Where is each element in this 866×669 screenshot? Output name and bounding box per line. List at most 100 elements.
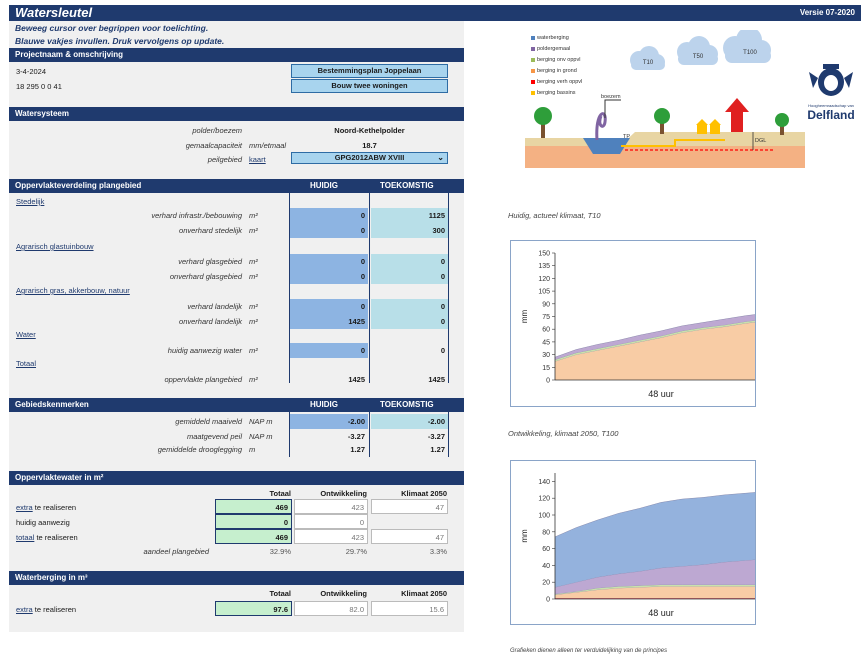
- cloud-label-t10: T10: [642, 60, 654, 66]
- column-divider: [369, 193, 370, 383]
- share-klimaat: 3.3%: [429, 547, 447, 556]
- water-system-diagram: waterberging poldergemaal berging onv op…: [525, 30, 805, 175]
- arrow-up-icon: [725, 98, 749, 132]
- toekomstig-input[interactable]: 300: [371, 223, 448, 238]
- huidig-value: -3.27: [347, 432, 365, 441]
- y-tick-label: 90: [542, 301, 550, 308]
- tp-label: TP: [623, 134, 631, 140]
- huidig-input[interactable]: 1425: [290, 314, 368, 329]
- category-totaal[interactable]: Totaal: [16, 359, 37, 368]
- series-line: [554, 491, 768, 538]
- row-label: onverhard glasgebied: [169, 272, 242, 281]
- polder-value: Noord-Kethelpolder: [334, 126, 405, 135]
- y-tick-label: 75: [542, 314, 550, 321]
- ontwikkeling-value: 423: [294, 499, 368, 514]
- logo-line2: Delfland: [807, 108, 855, 122]
- totaal-value: 469: [215, 529, 292, 544]
- row-label: gemiddelde drooglegging: [157, 445, 242, 454]
- house-icon: [709, 119, 721, 134]
- column-divider: [448, 412, 449, 457]
- ground-layer: [525, 146, 805, 168]
- chart1-plot: 0 15 30 45 60 75 90 105 120 135 150 48 uur mm: [520, 251, 768, 399]
- row-label: verhard glasgebied: [178, 257, 242, 266]
- instruction-2: Blauwe vakjes invullen. Druk vervolgens …: [15, 36, 225, 46]
- project-name-input[interactable]: Bestemmingsplan Joppelaan: [291, 64, 448, 78]
- project-date: 3-4-2024: [16, 67, 47, 76]
- cloud-label-t50: T50: [692, 54, 704, 60]
- kaart-link[interactable]: kaart: [249, 155, 266, 164]
- section-header-waterberging: Waterberging in m³: [9, 571, 464, 585]
- toekomstig-input[interactable]: 1125: [371, 208, 448, 223]
- series-line: [554, 586, 767, 595]
- share-ontwikkeling: 29.7%: [345, 547, 367, 556]
- y-axis-label: mm: [520, 310, 529, 324]
- series-line: [554, 312, 768, 358]
- totaal-value: 0: [215, 514, 292, 529]
- toekomstig-input[interactable]: -2.00: [371, 414, 448, 429]
- area-series: [555, 586, 767, 599]
- row-unit: m²: [249, 226, 258, 235]
- title-bar: Watersleutel Versie 07-2020: [9, 5, 861, 21]
- category-water[interactable]: Water: [16, 330, 36, 339]
- huidig-input[interactable]: 0: [290, 343, 368, 358]
- row-unit: m²: [249, 272, 258, 281]
- y-tick-label: 0: [546, 597, 550, 604]
- toekomstig-input[interactable]: 0: [371, 314, 448, 329]
- legend-item: poldergemaal: [531, 46, 570, 52]
- drooglegging-label: DGL: [755, 138, 767, 144]
- toekomstig-input[interactable]: 0: [371, 254, 448, 269]
- huidig-input[interactable]: 0: [290, 208, 368, 223]
- extra-link[interactable]: extra: [16, 605, 33, 614]
- y-tick-label: 60: [542, 546, 550, 553]
- share-label: aandeel plangebied: [143, 547, 209, 556]
- chart1-caption: Huidig, actueel klimaat, T10: [508, 211, 601, 220]
- toekomstig-value: -3.27: [427, 432, 445, 441]
- totaal-link[interactable]: totaal: [16, 533, 35, 542]
- huidig-input[interactable]: 0: [290, 269, 368, 284]
- col-ontwikkeling: Ontwikkeling: [320, 589, 367, 598]
- chart1-frame: 0 15 30 45 60 75 90 105 120 135 150 48 uur mm: [510, 240, 768, 407]
- column-divider: [289, 193, 290, 383]
- gemaalcapaciteit-label: gemaalcapaciteit: [185, 141, 242, 150]
- ditch-water: [583, 138, 630, 154]
- huidig-total: 1425: [348, 375, 365, 384]
- row-totaal: totaal te realiseren: [16, 533, 78, 542]
- totaal-value: 469: [215, 499, 292, 514]
- pump-icon: [595, 112, 607, 141]
- ontwikkeling-value: 0: [294, 514, 368, 529]
- y-tick-label: 120: [538, 496, 550, 503]
- row-unit: m: [249, 445, 256, 454]
- huidig-input[interactable]: 0: [290, 299, 368, 314]
- row-huidig-label: huidig aanwezig: [16, 518, 70, 527]
- row-label: onverhard landelijk: [179, 317, 242, 326]
- row-unit: m²: [249, 257, 258, 266]
- huidig-input[interactable]: 0: [290, 223, 368, 238]
- row-label: gemiddeld maaiveld: [175, 417, 242, 426]
- ontwikkeling-value: 423: [294, 529, 368, 544]
- y-tick-label: 120: [538, 276, 550, 283]
- row-label: onverhard stedelijk: [179, 226, 242, 235]
- y-tick-label: 60: [542, 327, 550, 334]
- category-glastuinbouw[interactable]: Agrarisch glastuinbouw: [16, 242, 94, 251]
- huidig-input[interactable]: 0: [290, 254, 368, 269]
- category-agrarisch[interactable]: Agrarisch gras, akkerbouw, natuur: [16, 286, 130, 295]
- extra-link[interactable]: extra: [16, 503, 33, 512]
- y-tick-label: 150: [538, 251, 550, 258]
- y-tick-label: 0: [546, 378, 550, 385]
- row-unit: m²: [249, 302, 258, 311]
- row-label: verhard infrastr./bebouwing: [151, 211, 242, 220]
- peilgebied-select[interactable]: GPG2012ABW XVIII ⌄: [291, 152, 448, 164]
- row-unit: m²: [249, 375, 258, 384]
- row-label: huidig aanwezig water: [167, 346, 242, 355]
- y-tick-label: 100: [538, 513, 550, 520]
- category-stedelijk[interactable]: Stedelijk: [16, 197, 45, 206]
- share-totaal: 32.9%: [269, 547, 291, 556]
- totaal-value: 97.6: [215, 601, 292, 616]
- toekomstig-input[interactable]: 0: [371, 299, 448, 314]
- legend-item: berging onv oppvl: [531, 57, 580, 63]
- toekomstig-value: 0: [440, 346, 445, 355]
- huidig-input[interactable]: -2.00: [290, 414, 368, 429]
- area-series: [555, 320, 767, 380]
- project-description-input[interactable]: Bouw twee woningen: [291, 79, 448, 93]
- toekomstig-input[interactable]: 0: [371, 269, 448, 284]
